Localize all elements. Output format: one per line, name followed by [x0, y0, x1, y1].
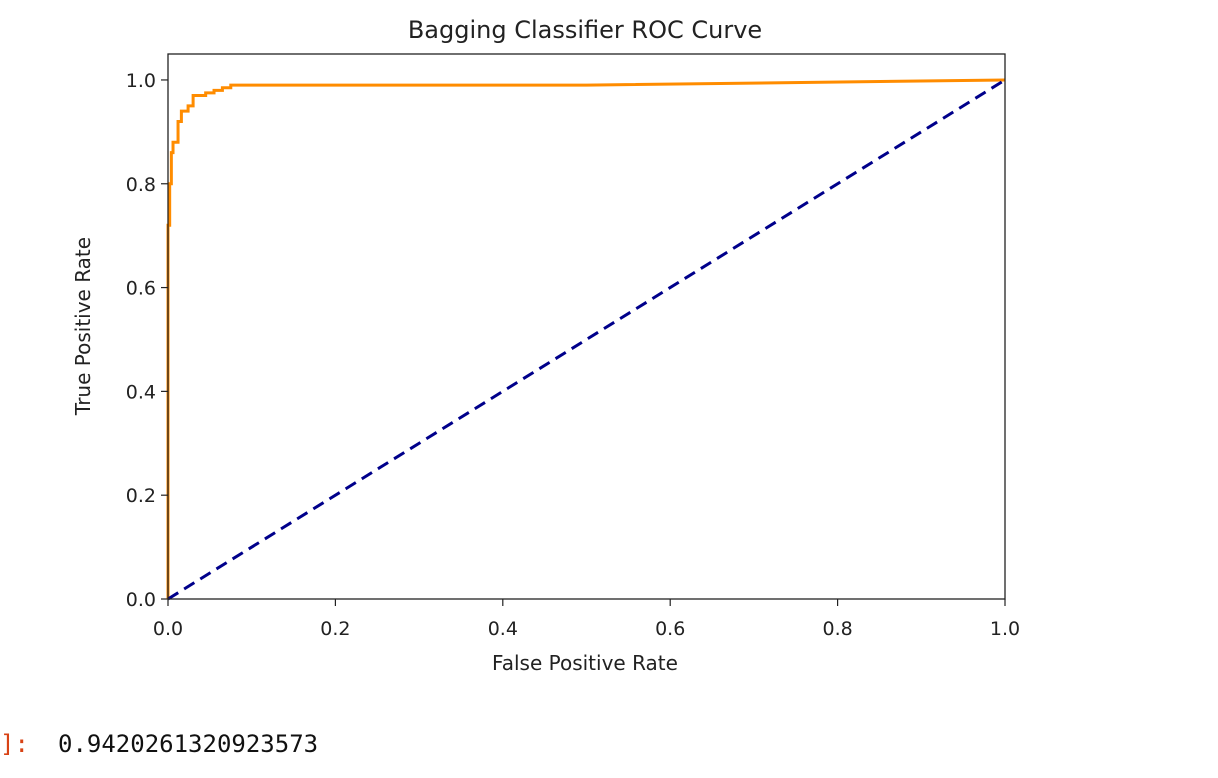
y-tick-label: 0.8	[126, 174, 156, 196]
y-axis: 0.0 0.2 0.4 0.6 0.8 1.0	[126, 70, 168, 611]
x-tick-label: 0.0	[153, 618, 183, 640]
roc-curve-line	[166, 78, 1006, 599]
y-tick-label: 0.6	[126, 278, 156, 300]
x-tick-label: 0.2	[320, 618, 350, 640]
y-tick-label: 0.2	[126, 485, 156, 507]
output-value: 0.9420261320923573	[58, 730, 319, 758]
roc-chart: Bagging Classifier ROC Curve 0.0 0.2 0.4 0.…	[71, 16, 1020, 675]
y-tick-label: 1.0	[126, 70, 156, 92]
x-axis-label: False Positive Rate	[492, 651, 678, 675]
y-axis-label: True Positive Rate	[71, 237, 95, 416]
x-tick-label: 0.6	[655, 618, 685, 640]
x-tick-label: 0.4	[488, 618, 518, 640]
chance-line	[167, 78, 1006, 601]
x-axis: 0.0 0.2 0.4 0.6 0.8 1.0	[153, 599, 1020, 640]
y-tick-label: 0.0	[126, 589, 156, 611]
cell-output: ]: 0.9420261320923573	[0, 726, 318, 762]
chart-title: Bagging Classifier ROC Curve	[408, 16, 762, 44]
plot-area	[166, 78, 1006, 601]
y-tick-label: 0.4	[126, 381, 156, 403]
plot-frame	[167, 53, 1006, 600]
output-prompt: ]:	[0, 730, 29, 758]
x-tick-label: 0.8	[822, 618, 852, 640]
x-tick-label: 1.0	[990, 618, 1020, 640]
